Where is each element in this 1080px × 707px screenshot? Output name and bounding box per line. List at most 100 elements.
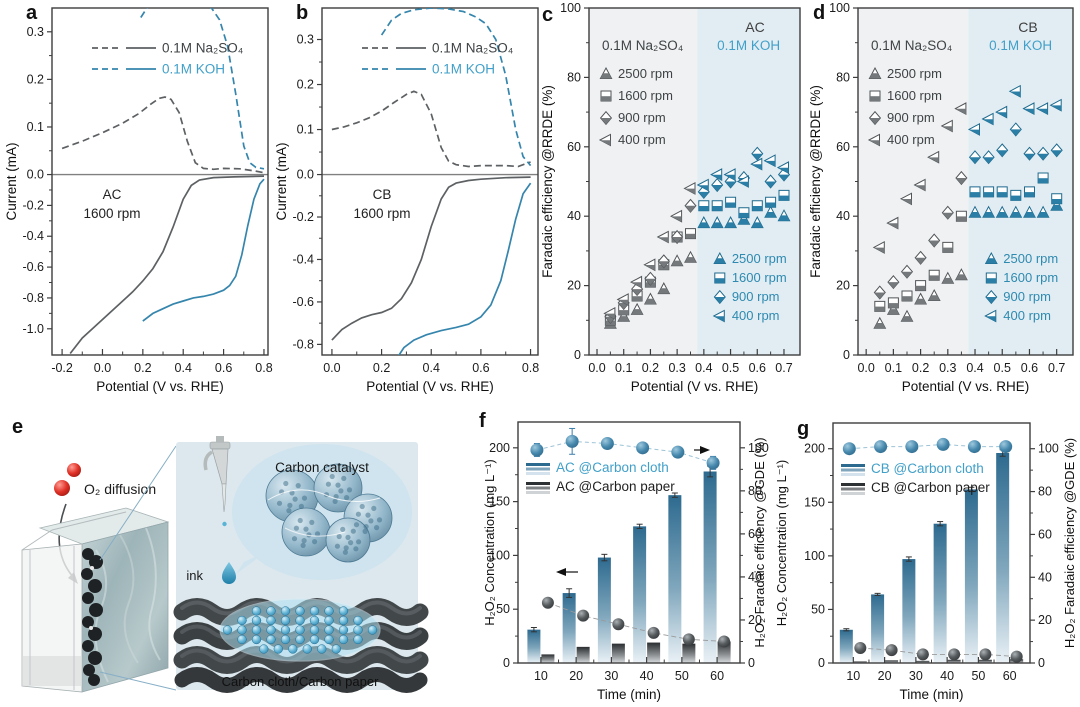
sphere-cloth — [905, 440, 919, 454]
svg-text:100: 100 — [829, 1, 850, 15]
svg-text:0.2: 0.2 — [373, 361, 390, 375]
svg-text:60: 60 — [567, 140, 581, 154]
sphere-cloth — [636, 441, 650, 455]
legend: CB @Carbon cloth CB @Carbon paper — [841, 461, 990, 495]
svg-text:0.3: 0.3 — [939, 361, 956, 375]
svg-text:100: 100 — [1038, 442, 1059, 456]
svg-text:900 rpm: 900 rpm — [618, 110, 666, 125]
sphere-paper — [854, 642, 867, 654]
svg-text:20: 20 — [836, 279, 850, 293]
bar-paper — [682, 643, 696, 663]
svg-text:0.1: 0.1 — [297, 123, 314, 137]
region-na2so4 — [858, 8, 969, 355]
svg-text:400 rpm: 400 rpm — [732, 308, 780, 323]
axes: 10 20 30 40 50 60 0 50 100 150 200 0 20 40 60 80 100 — [489, 421, 769, 683]
svg-text:0.0: 0.0 — [588, 361, 605, 375]
sphere-paper — [916, 648, 929, 661]
legend-label: AC @Carbon paper — [556, 479, 675, 494]
svg-text:30: 30 — [604, 669, 618, 683]
svg-text:0.0: 0.0 — [27, 168, 44, 182]
svg-text:100: 100 — [748, 441, 769, 455]
sphere-paper — [612, 618, 625, 631]
bar-paper — [541, 654, 555, 663]
sphere-cloth — [842, 442, 856, 456]
svg-text:-0.6: -0.6 — [292, 295, 314, 309]
y-axis-label: Faradaic efficiency @RRDE (%) — [540, 85, 555, 278]
inner-label: 1600 rpm — [83, 206, 140, 221]
markers-koh — [696, 146, 791, 229]
svg-text:1600 rpm: 1600 rpm — [1003, 270, 1058, 285]
svg-text:0.1: 0.1 — [27, 120, 44, 134]
svg-text:-0.2: -0.2 — [292, 210, 314, 224]
sphere-cloth — [600, 437, 614, 451]
svg-text:0.2: 0.2 — [912, 361, 929, 375]
svg-text:-0.6: -0.6 — [22, 260, 44, 274]
bar-cloth — [871, 594, 885, 663]
svg-text:900 rpm: 900 rpm — [732, 289, 780, 304]
svg-text:0.0: 0.0 — [857, 361, 874, 375]
axes: 0.0 0.1 0.2 0.3 0.4 0.5 0.6 0.7 0 20 40 60 80 100 — [829, 1, 1074, 375]
bar-paper — [576, 646, 590, 663]
svg-text:80: 80 — [1038, 485, 1052, 499]
svg-text:20: 20 — [878, 669, 892, 683]
sphere-paper — [885, 644, 898, 657]
inset-connector-lines — [99, 445, 177, 691]
x-axis-label: Potential (V vs. RHE) — [631, 379, 759, 394]
panel-letter-e: e — [12, 416, 24, 438]
svg-text:50: 50 — [811, 602, 825, 616]
series-disk-KOH — [398, 182, 532, 355]
panel-letter-d: d — [813, 2, 826, 24]
ink-label: ink — [186, 568, 203, 583]
bar-cloth — [703, 471, 717, 663]
svg-text:200: 200 — [489, 441, 510, 455]
svg-text:0.2: 0.2 — [134, 361, 151, 375]
svg-text:40: 40 — [940, 669, 954, 683]
svg-text:0.2: 0.2 — [297, 78, 314, 92]
svg-text:2500 rpm: 2500 rpm — [1003, 251, 1058, 266]
bar-paper — [947, 659, 961, 663]
svg-text:0.3: 0.3 — [668, 361, 685, 375]
sphere-paper — [682, 633, 695, 646]
svg-text:0: 0 — [818, 656, 825, 670]
sphere-paper — [577, 609, 590, 622]
legend: AC @Carbon cloth AC @Carbon paper — [526, 460, 675, 494]
svg-text:30: 30 — [909, 669, 923, 683]
bar-paper — [916, 660, 930, 663]
svg-text:40: 40 — [567, 209, 581, 223]
axes: 0.0 0.1 0.2 0.3 0.4 0.5 0.6 0.7 0 20 40 60 80 100 — [560, 1, 801, 375]
svg-text:900 rpm: 900 rpm — [887, 110, 935, 125]
o2-molecules — [54, 463, 81, 496]
svg-text:900 rpm: 900 rpm — [1003, 289, 1051, 304]
axes: 0.0 0.2 0.4 0.6 0.8 0.3 0.2 0.1 0.0 -0.2 -0.4 -0.6 -… — [292, 7, 539, 375]
panel-letter-g: g — [797, 418, 810, 440]
y-axis-label-left: H₂O₂ Concentration (mg L⁻¹) — [774, 460, 789, 627]
svg-text:40: 40 — [748, 570, 762, 584]
inner-label: 1600 rpm — [353, 206, 410, 221]
carbon-cloth-illustration — [173, 598, 429, 693]
svg-text:2500 rpm: 2500 rpm — [732, 251, 787, 266]
sphere-cloth — [671, 445, 685, 459]
x-axis-label: Potential (V vs. RHE) — [902, 379, 1030, 394]
svg-text:0.8: 0.8 — [255, 361, 272, 375]
y-axis-label: Current (mA) — [4, 142, 19, 220]
sphere-cloth — [874, 440, 888, 454]
svg-text:0.4: 0.4 — [175, 361, 192, 375]
svg-text:-0.2: -0.2 — [51, 361, 73, 375]
svg-text:400 rpm: 400 rpm — [618, 132, 666, 147]
bar-cloth — [933, 523, 947, 663]
svg-text:400 rpm: 400 rpm — [887, 132, 935, 147]
sphere-paper — [541, 596, 554, 609]
panel-letter-c: c — [542, 4, 554, 26]
series-ring-KOH — [140, 8, 265, 170]
svg-text:-0.4: -0.4 — [22, 229, 44, 243]
pipette-icon — [203, 436, 231, 513]
svg-text:80: 80 — [836, 70, 850, 84]
svg-text:60: 60 — [1003, 669, 1017, 683]
series-ring-Na2SO4 — [331, 90, 531, 168]
sphere-paper — [647, 626, 660, 639]
series-disk-Na2SO4 — [331, 176, 531, 341]
svg-text:0: 0 — [748, 656, 755, 670]
bar-cloth — [527, 629, 541, 663]
svg-text:-0.2: -0.2 — [22, 198, 44, 212]
svg-text:10: 10 — [846, 669, 860, 683]
